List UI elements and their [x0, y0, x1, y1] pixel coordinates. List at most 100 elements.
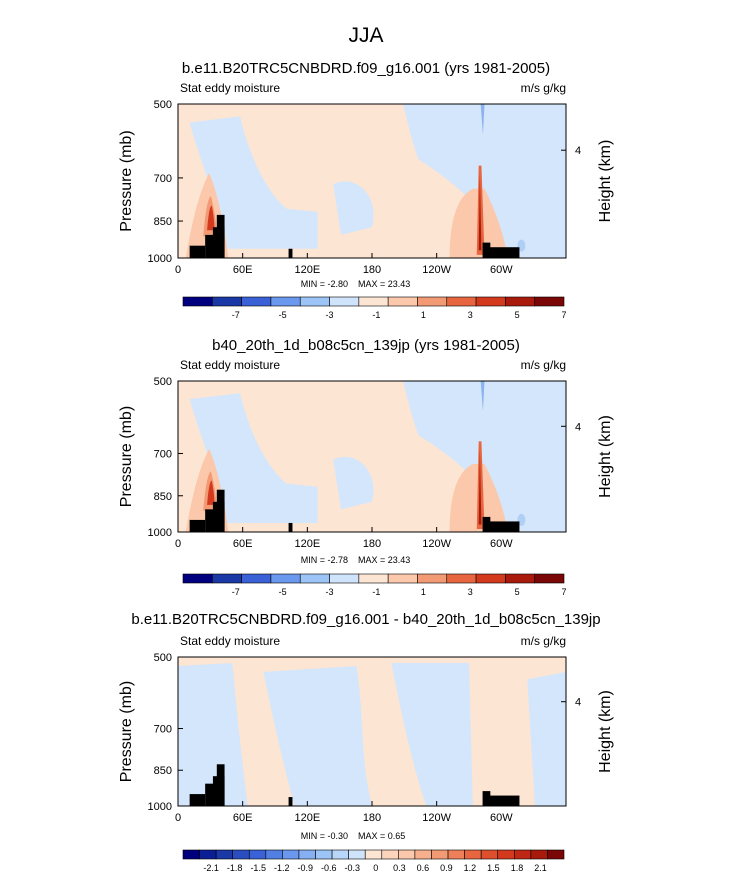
x-tick-label: 180	[363, 264, 381, 276]
colorbar-swatch	[299, 296, 330, 307]
colorbar-swatch	[232, 849, 250, 860]
y-tick-label: 1000	[148, 253, 172, 265]
y-tick-label: 1000	[148, 527, 172, 539]
colorbar-swatch	[475, 296, 506, 307]
y2-axis-label: Height (km)	[597, 140, 614, 223]
colorbar-swatch	[387, 296, 418, 307]
x-tick-label: 60W	[490, 538, 513, 550]
colorbar-label: -3	[326, 310, 334, 320]
colorbar-swatch	[447, 849, 465, 860]
colorbar-label: -0.3	[345, 863, 361, 873]
colorbar-swatch	[547, 849, 565, 860]
colorbar-swatch	[417, 573, 448, 584]
colorbar-swatch	[381, 849, 399, 860]
panel-right-label: m/s g/kg	[521, 81, 566, 95]
topography	[216, 214, 225, 258]
max-value: MAX = 23.43	[358, 279, 410, 289]
colorbar-swatch	[505, 573, 535, 584]
colorbar-label: 1.2	[464, 863, 477, 873]
topography	[216, 764, 225, 806]
min-value: MIN = -2.80	[301, 279, 348, 289]
colorbar-label: 0.3	[393, 863, 406, 873]
colorbar-label: 1	[421, 587, 426, 597]
topography	[482, 242, 491, 258]
colorbar-swatch	[315, 849, 333, 860]
topography	[484, 247, 520, 258]
x-tick-label: 60W	[490, 264, 513, 276]
colorbar-label: 0.6	[417, 863, 430, 873]
colorbar-swatch	[358, 296, 389, 307]
colorbar-label: 1.8	[511, 863, 524, 873]
colorbar-swatch	[182, 849, 200, 860]
colorbar-label: -2.1	[203, 863, 219, 873]
topography	[482, 516, 491, 532]
colorbar-swatch	[358, 573, 389, 584]
colorbar-swatch	[241, 573, 272, 584]
colorbar-swatch	[212, 573, 242, 584]
topography	[288, 248, 293, 258]
topography	[189, 519, 206, 532]
chart-panel-3: b.e11.B20TRC5CNBDRD.f09_g16.001 - b40_20…	[118, 611, 614, 873]
colorbar-swatch	[417, 296, 448, 307]
positive-core	[476, 165, 485, 255]
negative-core	[480, 104, 485, 135]
y2-tick-label: 4	[575, 697, 581, 709]
panel-left-label: Stat eddy moisture	[180, 358, 280, 372]
colorbar-label: 1.5	[487, 863, 500, 873]
colorbar-label: 1	[421, 310, 426, 320]
colorbar-swatch	[298, 849, 316, 860]
colorbar-label: -1.8	[227, 863, 243, 873]
colorbar-swatch	[464, 849, 482, 860]
y-tick-label: 850	[154, 765, 172, 777]
topography	[216, 489, 225, 532]
y-tick-label: 700	[154, 173, 172, 185]
colorbar-label: -1	[372, 310, 380, 320]
y-tick-label: 1000	[148, 801, 172, 813]
colorbar-swatch	[475, 573, 506, 584]
colorbar-label: -1.2	[274, 863, 290, 873]
colorbar-label: 5	[515, 587, 520, 597]
panel-title: b.e11.B20TRC5CNBDRD.f09_g16.001 - b40_20…	[131, 611, 600, 628]
topography	[482, 791, 491, 806]
colorbar-swatch	[212, 296, 242, 307]
x-tick-label: 0	[175, 812, 181, 824]
positive-core	[207, 480, 215, 505]
y-tick-label: 700	[154, 724, 172, 736]
panel-right-label: m/s g/kg	[521, 634, 566, 648]
colorbar-swatch	[505, 296, 535, 307]
negative-region	[263, 665, 372, 806]
negative-region	[527, 671, 566, 806]
y-axis-label: Pressure (mb)	[118, 681, 135, 782]
topography	[288, 797, 293, 806]
colorbar-swatch	[215, 849, 233, 860]
colorbar-swatch	[282, 849, 300, 860]
chart-panel-1: b.e11.B20TRC5CNBDRD.f09_g16.001 (yrs 198…	[118, 60, 614, 320]
x-tick-label: 120E	[294, 264, 320, 276]
panel-left-label: Stat eddy moisture	[180, 634, 280, 648]
positive-core	[478, 448, 482, 525]
colorbar-swatch	[530, 849, 548, 860]
panel-title: b.e11.B20TRC5CNBDRD.f09_g16.001 (yrs 198…	[182, 60, 550, 77]
x-tick-label: 60E	[233, 812, 253, 824]
topography	[189, 794, 206, 806]
x-tick-label: 180	[363, 812, 381, 824]
x-tick-label: 120W	[422, 264, 451, 276]
colorbar-swatch	[497, 849, 515, 860]
colorbar-label: 7	[561, 587, 566, 597]
topography	[484, 795, 520, 806]
y2-axis-label: Height (km)	[597, 415, 614, 498]
chart-panel-2: b40_20th_1d_b08c5cn_139jp (yrs 1981-2005…	[118, 337, 614, 597]
colorbar-swatch	[241, 296, 272, 307]
colorbar-label: 5	[515, 310, 520, 320]
x-tick-label: 120E	[294, 538, 320, 550]
colorbar-label: 0	[373, 863, 378, 873]
colorbar-swatch	[446, 296, 477, 307]
min-value: MIN = -2.78	[301, 555, 348, 565]
x-tick-label: 180	[363, 538, 381, 550]
negative-region	[333, 456, 374, 510]
negative-region	[403, 381, 566, 532]
y2-tick-label: 4	[575, 145, 581, 157]
colorbar-swatch	[329, 573, 360, 584]
panel-left-label: Stat eddy moisture	[180, 81, 280, 95]
